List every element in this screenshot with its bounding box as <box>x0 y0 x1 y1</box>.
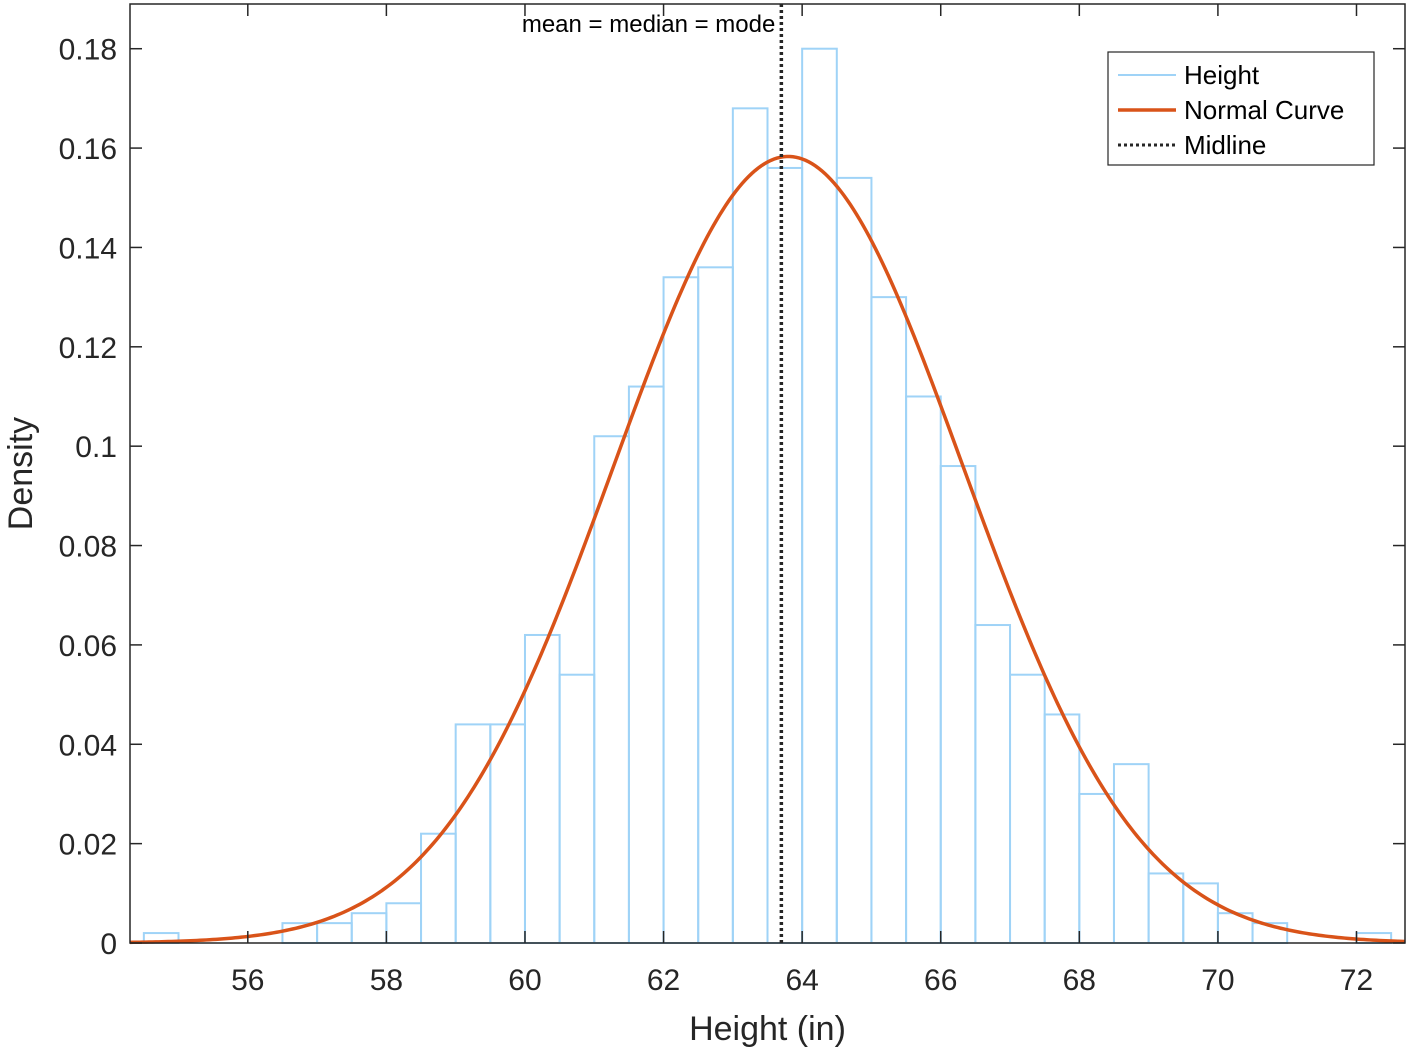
legend: Height Normal Curve Midline <box>1107 51 1375 166</box>
y-tick-label: 0.16 <box>59 133 117 166</box>
histogram-bar <box>835 176 873 944</box>
x-tick-label: 68 <box>1063 964 1096 997</box>
x-tick-label: 62 <box>647 964 680 997</box>
histogram-bar <box>316 922 353 945</box>
y-tick-label: 0.12 <box>59 332 117 365</box>
histogram-bar <box>558 673 596 944</box>
histogram-bar <box>1112 763 1150 945</box>
histogram-bar <box>731 107 769 945</box>
histogram-bar <box>454 723 492 945</box>
legend-label-height: Height <box>1184 60 1260 90</box>
y-tick-label: 0.1 <box>75 431 117 464</box>
histogram-bar <box>489 723 526 945</box>
histogram-bars <box>142 47 1393 945</box>
histogram-bar <box>662 276 700 944</box>
normal-curve-layer <box>129 154 1406 945</box>
y-tick-label: 0.18 <box>59 34 117 67</box>
histogram-bar <box>1043 713 1081 945</box>
legend-label-normal-curve: Normal Curve <box>1184 95 1344 125</box>
y-axis-title: Density <box>2 417 40 530</box>
axes-frame <box>129 3 1406 944</box>
histogram-bar <box>593 435 630 944</box>
histogram-bar <box>905 395 942 944</box>
y-tick-label: 0.06 <box>59 630 117 663</box>
histogram-bar <box>974 624 1012 944</box>
y-tick-label: 0.08 <box>59 531 117 564</box>
histogram-bar <box>1147 872 1185 945</box>
x-tick-label: 72 <box>1340 964 1373 997</box>
y-tick-label: 0 <box>100 928 117 961</box>
x-tick-label: 66 <box>924 964 957 997</box>
x-tick-label: 70 <box>1201 964 1234 997</box>
x-tick-label: 64 <box>785 964 818 997</box>
histogram-bar <box>1009 673 1046 944</box>
histogram-bar <box>350 912 388 945</box>
y-tick-label: 0.02 <box>59 829 117 862</box>
x-tick-label: 60 <box>508 964 541 997</box>
x-tick-label: 56 <box>231 964 264 997</box>
histogram-bar <box>766 166 804 944</box>
histogram-bar <box>939 465 977 944</box>
x-tick-label: 58 <box>370 964 403 997</box>
histogram-bar <box>385 902 423 944</box>
histogram-bar <box>627 385 665 944</box>
histogram-bar <box>1078 792 1115 945</box>
normal-curve-line <box>129 154 1406 945</box>
legend-label-midline: Midline <box>1184 130 1266 160</box>
histogram-bar <box>1182 882 1219 945</box>
histogram-bar <box>697 266 734 945</box>
axis-ticks: 56 58 60 62 64 66 68 70 72 0 0.02 0.04 0.06 0.08 0.1 0.… <box>59 4 1405 997</box>
y-tick-label: 0.14 <box>59 232 117 265</box>
x-axis-title: Height (in) <box>689 1010 846 1048</box>
histogram-bar <box>870 296 908 944</box>
midline-annotation: mean = median = mode <box>522 11 776 38</box>
y-tick-label: 0.04 <box>59 729 117 762</box>
